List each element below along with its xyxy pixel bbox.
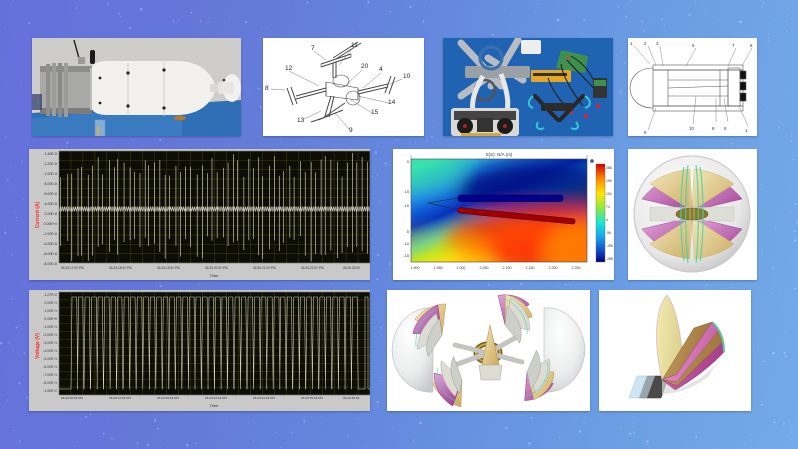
svg-text:-2.00E+1: -2.00E+1 <box>43 333 57 337</box>
svg-text:2.150: 2.150 <box>526 266 535 270</box>
svg-text:196: 196 <box>606 179 612 183</box>
svg-text:06.29.54:00 PM: 06.29.54:00 PM <box>253 396 275 400</box>
svg-text:-6.00E-6: -6.00E-6 <box>43 252 57 256</box>
svg-text:12: 12 <box>285 65 293 72</box>
svg-text:1.00E-5: 1.00E-5 <box>44 172 57 176</box>
svg-text:10: 10 <box>403 73 411 80</box>
svg-text:8.00E-6: 8.00E-6 <box>44 182 57 186</box>
svg-text:06.29.55:00 PM: 06.29.55:00 PM <box>301 396 323 400</box>
svg-text:06.29.51:00 PM: 06.29.51:00 PM <box>109 396 131 400</box>
svg-text:74: 74 <box>606 205 610 209</box>
svg-text:2.100: 2.100 <box>503 266 512 270</box>
svg-text:1.40E-5: 1.40E-5 <box>44 152 57 156</box>
svg-text:-8.00E-6: -8.00E-6 <box>43 262 57 266</box>
svg-text:06.26.20:00 PM: 06.26.20:00 PM <box>205 266 228 270</box>
svg-text:0.00E+0: 0.00E+0 <box>44 317 57 321</box>
svg-text:-7.00E+1: -7.00E+1 <box>43 373 57 377</box>
svg-text:0: 0 <box>407 159 410 164</box>
svg-text:-3.00E+1: -3.00E+1 <box>43 341 57 345</box>
svg-text:1.20E-5: 1.20E-5 <box>44 162 57 166</box>
svg-text:1.00E+1: 1.00E+1 <box>44 309 57 313</box>
svg-text:06.29.50:00 PM: 06.29.50:00 PM <box>61 396 83 400</box>
svg-text:11: 11 <box>351 42 358 49</box>
svg-text:13: 13 <box>297 117 305 124</box>
svg-text:5: 5 <box>407 229 410 234</box>
svg-text:15: 15 <box>371 109 379 116</box>
svg-text:Voltage (V): Voltage (V) <box>35 333 41 359</box>
svg-text:06.29.56:00: 06.29.56:00 <box>343 396 360 400</box>
svg-text:-8.00E+1: -8.00E+1 <box>43 381 57 385</box>
svg-text:2.050: 2.050 <box>480 266 489 270</box>
svg-text:06.26.21:00 PM: 06.26.21:00 PM <box>253 266 276 270</box>
svg-text:1.900: 1.900 <box>411 266 420 270</box>
svg-text:2.250: 2.250 <box>572 266 581 270</box>
svg-text:104: 104 <box>606 192 612 196</box>
svg-text:4.00E-6: 4.00E-6 <box>44 202 57 206</box>
svg-text:-1.00E+2: -1.00E+2 <box>43 389 57 393</box>
svg-text:-4.00E-6: -4.00E-6 <box>43 242 57 246</box>
svg-text:15: 15 <box>405 189 410 194</box>
svg-text:8: 8 <box>265 85 269 92</box>
svg-text:06.29.52:00 PM: 06.29.52:00 PM <box>157 396 179 400</box>
svg-text:06.26.22:00 PM: 06.26.22:00 PM <box>301 266 324 270</box>
svg-text:06.26.17:00 PM: 06.26.17:00 PM <box>61 266 84 270</box>
svg-text:Time: Time <box>210 403 220 408</box>
svg-text:20: 20 <box>361 63 369 70</box>
svg-text:-2.00E-6: -2.00E-6 <box>43 232 57 236</box>
svg-text:6.00E-6: 6.00E-6 <box>44 192 57 196</box>
svg-text:2.200: 2.200 <box>549 266 558 270</box>
svg-text:-15: -15 <box>403 253 410 258</box>
svg-text:Time: Time <box>210 273 220 278</box>
svg-text:4: 4 <box>379 66 383 73</box>
svg-text:06.26.18:00 PM: 06.26.18:00 PM <box>109 266 132 270</box>
svg-text:06.26.19:00 PM: 06.26.19:00 PM <box>157 266 180 270</box>
svg-text:10: 10 <box>689 126 694 131</box>
svg-text:7: 7 <box>311 45 315 52</box>
svg-text:06.29.53:00 PM: 06.29.53:00 PM <box>205 396 227 400</box>
svg-text:4: 4 <box>606 218 608 222</box>
svg-text:Current (A): Current (A) <box>35 201 41 228</box>
svg-text:2.000: 2.000 <box>457 266 466 270</box>
svg-text:10: 10 <box>405 203 410 208</box>
svg-text:-10: -10 <box>403 241 410 246</box>
svg-text:-4.00E+1: -4.00E+1 <box>43 349 57 353</box>
svg-text:0.00E+0: 0.00E+0 <box>44 222 58 226</box>
svg-text:9: 9 <box>349 127 353 134</box>
svg-text:-288: -288 <box>606 257 613 261</box>
svg-text:-196: -196 <box>606 244 613 248</box>
svg-text:-96: -96 <box>606 231 611 235</box>
svg-text:06.26.23:00: 06.26.23:00 <box>343 266 360 270</box>
svg-text:2.00E-6: 2.00E-6 <box>44 212 57 216</box>
svg-text:S(S): N/A (m): S(S): N/A (m) <box>486 152 513 157</box>
svg-text:-1.00E+1: -1.00E+1 <box>43 325 57 329</box>
svg-text:14: 14 <box>388 99 396 106</box>
svg-text:1.27E+2: 1.27E+2 <box>44 293 57 297</box>
svg-text:-5.00E+1: -5.00E+1 <box>43 357 57 361</box>
svg-text:288: 288 <box>606 166 612 170</box>
svg-text:-6.00E+1: -6.00E+1 <box>43 365 57 369</box>
svg-text:1.950: 1.950 <box>434 266 443 270</box>
svg-text:2.00E+1: 2.00E+1 <box>44 301 57 305</box>
